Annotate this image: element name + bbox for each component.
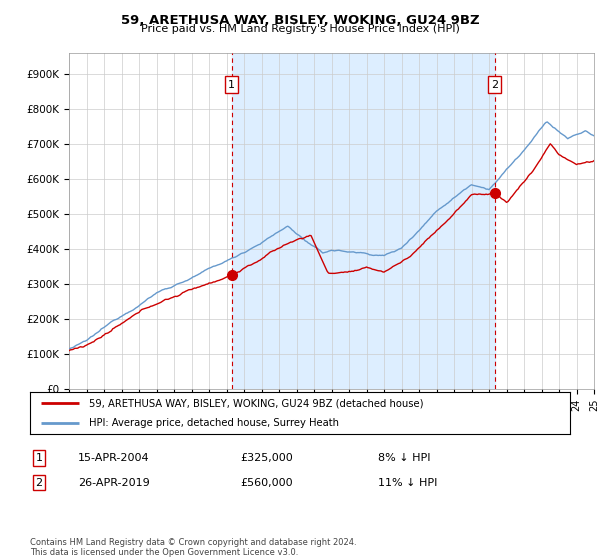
Text: £560,000: £560,000 <box>240 478 293 488</box>
Text: 8% ↓ HPI: 8% ↓ HPI <box>378 453 431 463</box>
Text: 2: 2 <box>35 478 43 488</box>
Bar <box>232 53 494 389</box>
Text: Contains HM Land Registry data © Crown copyright and database right 2024.
This d: Contains HM Land Registry data © Crown c… <box>30 538 356 557</box>
Text: 1: 1 <box>228 80 235 90</box>
Text: HPI: Average price, detached house, Surrey Heath: HPI: Average price, detached house, Surr… <box>89 418 340 428</box>
Text: 15-APR-2004: 15-APR-2004 <box>78 453 149 463</box>
Text: 59, ARETHUSA WAY, BISLEY, WOKING, GU24 9BZ: 59, ARETHUSA WAY, BISLEY, WOKING, GU24 9… <box>121 14 479 27</box>
Text: 11% ↓ HPI: 11% ↓ HPI <box>378 478 437 488</box>
Text: 1: 1 <box>35 453 43 463</box>
Text: 59, ARETHUSA WAY, BISLEY, WOKING, GU24 9BZ (detached house): 59, ARETHUSA WAY, BISLEY, WOKING, GU24 9… <box>89 398 424 408</box>
Text: 2: 2 <box>491 80 498 90</box>
Text: Price paid vs. HM Land Registry's House Price Index (HPI): Price paid vs. HM Land Registry's House … <box>140 24 460 34</box>
Text: £325,000: £325,000 <box>240 453 293 463</box>
Text: 26-APR-2019: 26-APR-2019 <box>78 478 150 488</box>
